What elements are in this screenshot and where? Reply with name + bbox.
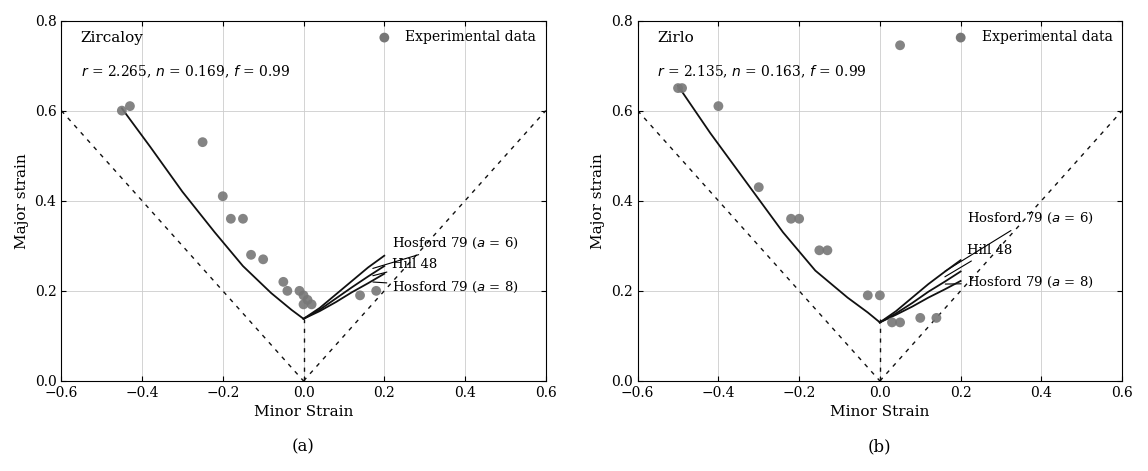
- Text: (a): (a): [292, 439, 315, 455]
- Text: Hill 48: Hill 48: [945, 244, 1011, 277]
- Point: [193, 138, 211, 146]
- Point: [810, 246, 829, 254]
- Point: [254, 256, 272, 263]
- Legend: Experimental data: Experimental data: [367, 27, 538, 47]
- Text: Zirlo: Zirlo: [657, 31, 693, 45]
- Point: [750, 183, 768, 191]
- Point: [790, 215, 808, 222]
- Text: Hill 48: Hill 48: [373, 258, 437, 276]
- Point: [290, 287, 309, 295]
- Point: [782, 215, 800, 222]
- Point: [351, 292, 370, 299]
- Y-axis label: Major strain: Major strain: [591, 153, 605, 249]
- Point: [891, 318, 909, 326]
- Point: [214, 193, 232, 200]
- Y-axis label: Major strain: Major strain: [15, 153, 29, 249]
- Point: [234, 215, 253, 222]
- Text: Zircaloy: Zircaloy: [80, 31, 144, 45]
- Legend: Experimental data: Experimental data: [944, 27, 1115, 47]
- Point: [669, 84, 688, 92]
- Point: [859, 292, 877, 299]
- Point: [928, 314, 946, 322]
- X-axis label: Minor Strain: Minor Strain: [830, 406, 930, 419]
- Point: [222, 215, 240, 222]
- Point: [294, 292, 312, 299]
- Text: Hosford 79 ($a$ = 8): Hosford 79 ($a$ = 8): [945, 275, 1093, 290]
- Point: [274, 278, 293, 285]
- Text: Hosford 79 ($a$ = 6): Hosford 79 ($a$ = 6): [373, 236, 519, 268]
- Text: Hosford 79 ($a$ = 6): Hosford 79 ($a$ = 6): [945, 211, 1093, 271]
- Point: [367, 287, 386, 295]
- Point: [302, 300, 320, 308]
- Point: [298, 296, 317, 304]
- Text: Hosford 79 ($a$ = 8): Hosford 79 ($a$ = 8): [373, 280, 519, 295]
- Text: $r$ = 2.265, $n$ = 0.169, $f$ = 0.99: $r$ = 2.265, $n$ = 0.169, $f$ = 0.99: [80, 64, 290, 80]
- Point: [121, 102, 139, 110]
- Point: [891, 41, 909, 49]
- Point: [113, 107, 131, 114]
- X-axis label: Minor Strain: Minor Strain: [254, 406, 354, 419]
- Text: $r$ = 2.135, $n$ = 0.163, $f$ = 0.99: $r$ = 2.135, $n$ = 0.163, $f$ = 0.99: [657, 64, 867, 80]
- Point: [242, 251, 261, 259]
- Point: [883, 318, 901, 326]
- Point: [709, 102, 728, 110]
- Point: [870, 292, 889, 299]
- Point: [912, 314, 930, 322]
- Text: (b): (b): [868, 439, 892, 455]
- Point: [278, 287, 296, 295]
- Point: [819, 246, 837, 254]
- Point: [294, 300, 312, 308]
- Point: [673, 84, 691, 92]
